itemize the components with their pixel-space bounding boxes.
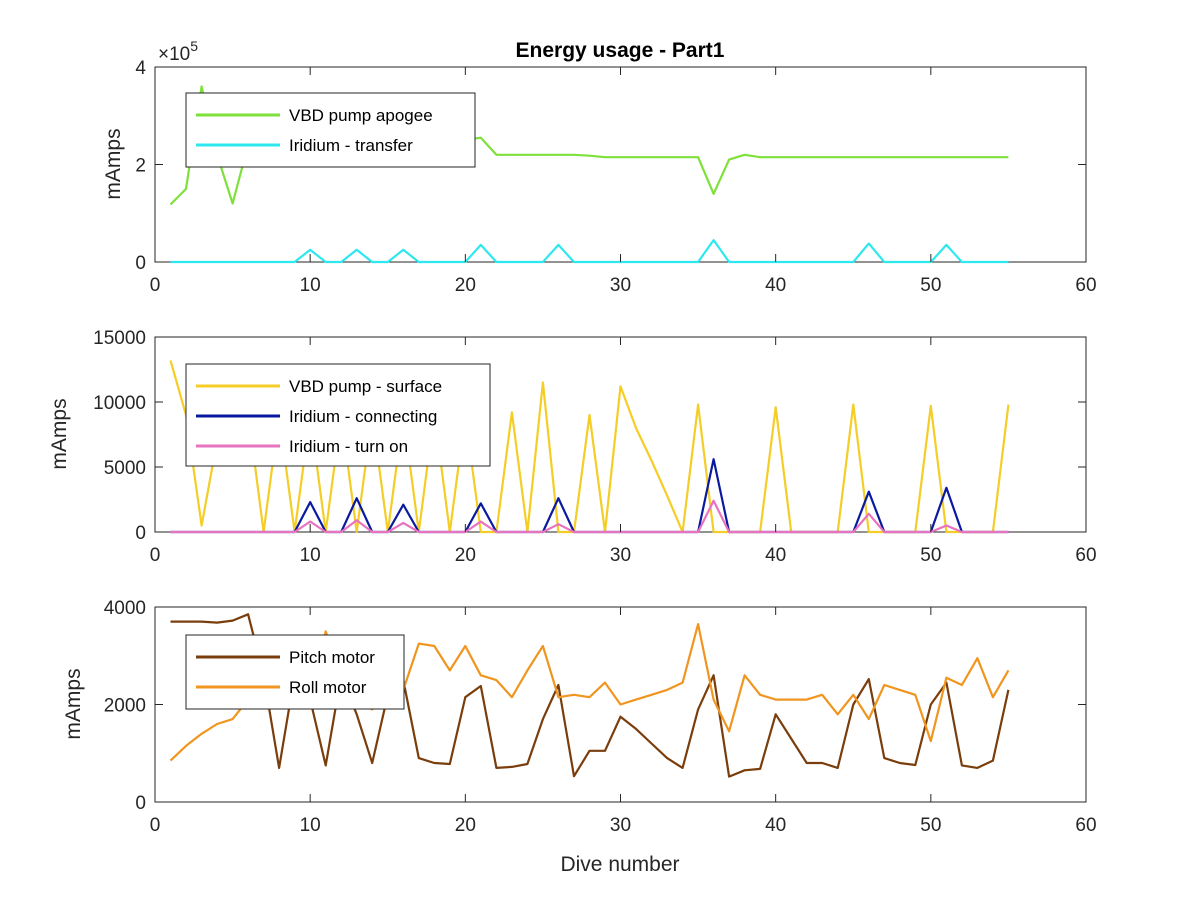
series-line-1-2: [170, 239, 1009, 264]
x-tick-label: 30: [610, 275, 631, 296]
x-tick-label: 10: [300, 275, 321, 296]
panel-1: Energy usage - Part1 ×105 mAmps 0 10 20 30 4…: [102, 38, 1097, 296]
x-tick-label: 0: [150, 815, 161, 836]
x-tick-label: 50: [920, 275, 941, 296]
y-tick-label: 0: [135, 793, 146, 814]
y-tick-label: 2000: [104, 696, 146, 717]
x-tick-label: 60: [1075, 545, 1096, 566]
legend-label: Roll motor: [289, 678, 367, 697]
y-tick-label: 0: [135, 523, 146, 544]
legend-label: Iridium - connecting: [289, 407, 437, 426]
legend-label: Pitch motor: [289, 648, 375, 667]
y-exponent-base: ×10: [158, 44, 190, 65]
x-tick-label: 60: [1075, 275, 1096, 296]
legend-label: VBD pump apogee: [289, 106, 433, 125]
y-tick-label: 10000: [93, 393, 146, 414]
x-tick-label: 30: [610, 815, 631, 836]
legend-3: Pitch motor Roll motor: [185, 634, 405, 710]
y-tick-label: 5000: [104, 458, 146, 479]
x-tick-label: 10: [300, 545, 321, 566]
x-tick-label: 40: [765, 545, 786, 566]
legend-1: VBD pump apogee Iridium - transfer: [185, 92, 476, 168]
y-exponent-label: ×105: [158, 38, 198, 65]
panel-3: mAmps Dive number 0 10 20 30 40 50 60 0 2000 4000…: [62, 598, 1097, 876]
panel-2: mAmps 0 10 20 30 40 50 60 0 5000 10000 15000 VBD p…: [48, 328, 1097, 566]
y-axis-label-1: mAmps: [102, 128, 125, 199]
series-line-2-3: [170, 499, 1009, 534]
x-axis-label: Dive number: [560, 853, 679, 876]
y-tick-label: 4000: [104, 598, 146, 619]
x-tick-label: 0: [150, 545, 161, 566]
ticks-3: 0 10 20 30 40 50 60 0 2000 4000: [104, 598, 1097, 836]
y-tick-label: 15000: [93, 328, 146, 349]
x-tick-label: 20: [455, 275, 476, 296]
chart-title: Energy usage - Part1: [516, 39, 725, 62]
ticks-1: 0 10 20 30 40 50 60 0 2 4: [135, 58, 1096, 296]
x-tick-label: 50: [920, 545, 941, 566]
x-tick-label: 20: [455, 815, 476, 836]
legend-box: [185, 92, 476, 168]
x-tick-label: 50: [920, 815, 941, 836]
legend-label: VBD pump - surface: [289, 377, 442, 396]
legend-box: [185, 634, 405, 710]
legend-label: Iridium - transfer: [289, 136, 413, 155]
y-axis-label-2: mAmps: [48, 398, 71, 469]
x-tick-label: 40: [765, 815, 786, 836]
y-tick-label: 4: [135, 58, 146, 79]
x-tick-label: 40: [765, 275, 786, 296]
legend-label: Iridium - turn on: [289, 437, 408, 456]
y-axis-label-3: mAmps: [62, 668, 85, 739]
y-tick-label: 0: [135, 253, 146, 274]
x-tick-label: 30: [610, 545, 631, 566]
x-tick-label: 0: [150, 275, 161, 296]
ticks-2: 0 10 20 30 40 50 60 0 5000 10000 15000: [93, 328, 1096, 566]
y-tick-label: 2: [135, 156, 146, 177]
y-exponent-power: 5: [190, 38, 198, 54]
x-tick-label: 60: [1075, 815, 1096, 836]
x-tick-label: 20: [455, 545, 476, 566]
legend-2: VBD pump - surface Iridium - connecting Ir…: [185, 363, 491, 467]
x-tick-label: 10: [300, 815, 321, 836]
